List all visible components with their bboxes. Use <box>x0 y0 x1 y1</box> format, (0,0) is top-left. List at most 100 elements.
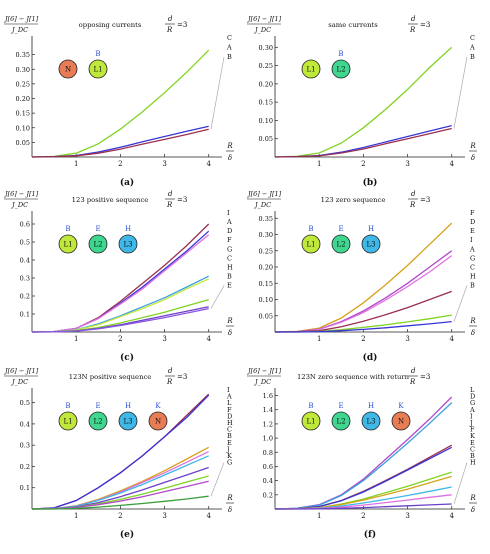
panel-label: (c) <box>120 352 134 363</box>
end-label-B: B <box>227 53 232 61</box>
series-line-B <box>31 466 209 510</box>
x-tick-label: 1 <box>74 160 78 168</box>
y-axis-label: J[6] − J[1] J_DC <box>3 190 39 209</box>
conductor-label: L2 <box>336 418 345 426</box>
conductor-diagram: B L1 E L2 H L3 <box>301 225 381 254</box>
end-label-A: A <box>469 406 475 414</box>
conductor-label: L3 <box>123 418 132 426</box>
y-tick-label: 0.5 <box>20 399 30 407</box>
panel-label: (f) <box>364 529 376 540</box>
conductor-circle <box>301 234 321 254</box>
conductor-top-label: H <box>125 225 131 233</box>
conductor-label: N <box>155 418 161 426</box>
y-tick-label: 0.10 <box>259 117 273 125</box>
conductor-label: L3 <box>366 241 375 249</box>
series-line-G <box>32 495 209 510</box>
ratio-num: d <box>168 367 173 375</box>
x-tick-label: 4 <box>207 160 212 168</box>
x-label-numerator: R <box>469 142 476 150</box>
series-line-C <box>31 278 209 333</box>
conductor-label: N <box>398 418 404 426</box>
x-tick-label: 1 <box>317 160 321 168</box>
y-tick-label: 1.2 <box>263 420 273 428</box>
ratio-den: R <box>166 201 173 209</box>
conductor-top-label: E <box>338 225 343 233</box>
panel-3: 1 2 3 4 0.1 0.2 0.3 0.4 0.5 0.6 J[6] − J[1] J_DC 123… <box>3 190 234 363</box>
x-tick-label: 3 <box>162 512 166 520</box>
conductor-circle <box>58 234 78 254</box>
panel-title: 123N positive sequence <box>69 373 152 381</box>
series-line-B <box>274 290 452 333</box>
x-tick-label: 2 <box>118 512 122 520</box>
end-label-B: B <box>227 272 232 280</box>
end-label-I: I <box>227 209 230 217</box>
conductor-top-label: B <box>95 50 100 58</box>
end-label-F: F <box>227 236 232 244</box>
panel-2: 1 2 3 40.050.100.150.200.250.30J[6] − J[1]J… <box>246 15 477 188</box>
y-label-numerator: J[6] − J[1] <box>3 15 39 23</box>
conductor-label: N <box>65 66 71 74</box>
y-tick-label: 0.2 <box>20 293 30 301</box>
y-tick-label: 0.25 <box>259 62 273 70</box>
x-axis-label: Rδ <box>469 317 477 337</box>
end-label-C: C <box>470 34 475 42</box>
series-line-I <box>274 255 453 333</box>
series-line-A <box>274 124 452 158</box>
ratio-value: =3 <box>177 21 187 29</box>
end-label-A: A <box>469 44 475 52</box>
series-group <box>31 49 210 158</box>
x-tick-label: 3 <box>162 335 166 343</box>
panel-4: 1 2 3 4 0.05 0.10 0.15 0.20 0.25 0.30 0.35 J[6] − J… <box>246 190 477 363</box>
ratio-den: R <box>166 378 173 386</box>
conductor-circle <box>88 234 108 254</box>
panel-label: (b) <box>363 177 378 188</box>
end-label-E: E <box>227 282 232 290</box>
end-label-B: B <box>227 432 232 440</box>
series-line-E <box>31 307 209 333</box>
ratio-den: R <box>409 378 416 386</box>
leader-line <box>453 462 468 505</box>
x-label-denominator: δ <box>471 506 475 514</box>
y-label-denominator: J_DC <box>253 378 271 386</box>
y-label-numerator: J[6] − J[1] <box>246 367 282 375</box>
y-tick-label: 0.6 <box>20 221 30 229</box>
end-label-K: K <box>470 432 475 440</box>
ratio-num: d <box>411 367 416 375</box>
series-line-A <box>31 125 209 158</box>
end-label-D: D <box>470 218 475 226</box>
end-label-D: D <box>470 393 475 401</box>
y-tick-label: 1.0 <box>263 435 273 443</box>
ratio-value: =3 <box>177 196 187 204</box>
leader-line <box>210 462 225 497</box>
conductor-circle <box>118 234 138 254</box>
x-tick-label: 2 <box>361 512 365 520</box>
series-group <box>31 223 210 333</box>
end-label-C: C <box>227 254 232 262</box>
y-tick-label: 0.30 <box>259 231 273 239</box>
y-tick-label: 0.20 <box>259 80 273 88</box>
panel-title: 123 positive sequence <box>72 196 149 204</box>
conductor-label: L2 <box>93 241 102 249</box>
series-line-B <box>31 128 209 158</box>
ratio-label: dR =3 <box>408 15 430 34</box>
conductor-label: L1 <box>93 66 102 74</box>
x-tick-label: 1 <box>317 512 321 520</box>
leader-line <box>210 285 225 309</box>
conductor-top-label: E <box>95 402 100 410</box>
end-label-I: I <box>470 236 473 244</box>
ratio-label: dR =3 <box>165 367 187 386</box>
end-label-A: A <box>226 393 232 401</box>
y-tick-label: 0.1 <box>20 311 30 319</box>
series-line-A <box>31 394 210 510</box>
x-tick-label: 3 <box>405 160 409 168</box>
y-label-denominator: J_DC <box>10 201 28 209</box>
y-tick-label: 0.35 <box>259 215 273 223</box>
leader-line <box>210 56 225 130</box>
end-label-H: H <box>470 272 476 280</box>
x-axis-label: Rδ <box>226 142 234 162</box>
y-tick-label: 0.15 <box>259 280 273 288</box>
end-label-F: F <box>470 426 475 434</box>
conductor-top-label: K <box>398 402 404 410</box>
x-tick-label: 1 <box>74 335 78 343</box>
